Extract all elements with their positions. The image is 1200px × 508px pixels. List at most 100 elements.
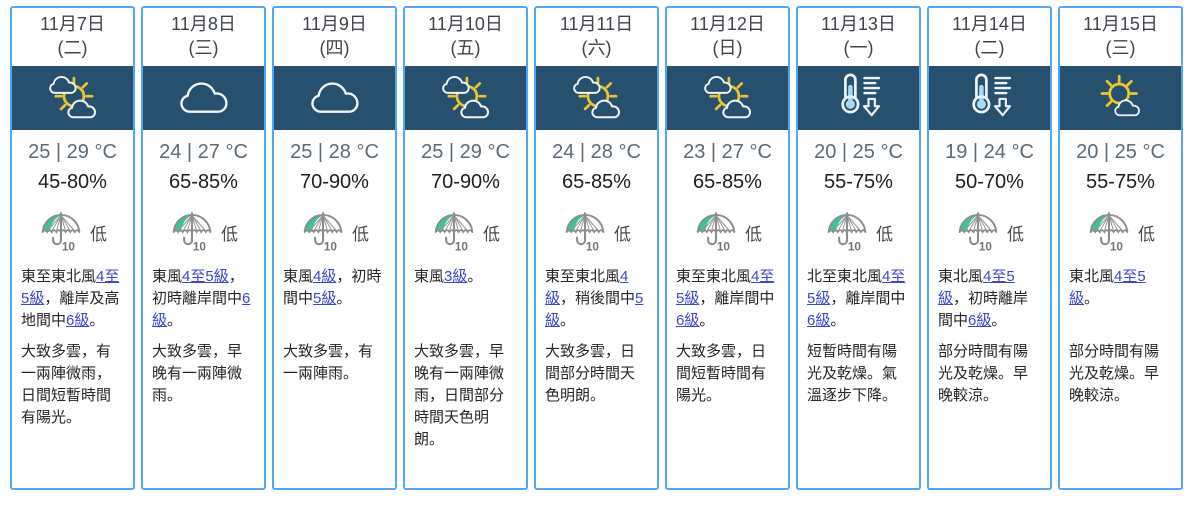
umbrella-psr-icon <box>1086 211 1132 253</box>
weather-icon-band <box>667 66 788 130</box>
weather-icon-band <box>536 66 657 130</box>
weather-icon <box>44 69 102 127</box>
umbrella-psr-icon <box>824 211 870 253</box>
wind-force-link[interactable]: 6級 <box>66 312 90 329</box>
weather-icon-band <box>1060 66 1181 130</box>
date-header: 11月8日 (三) <box>143 8 264 66</box>
umbrella-psr-icon <box>562 211 608 253</box>
wind-text-segment: ，初時間中 <box>283 268 382 307</box>
forecast-day-card: 11月10日 (五) 25 | 29 °C 70-90% 低 東風3級。 大致多… <box>403 6 528 490</box>
weather-icon-band <box>798 66 919 130</box>
forecast-day-card: 11月12日 (日) 23 | 27 °C 65-85% 低 東至東北風4至5級… <box>665 6 790 490</box>
weekday-text: (二) <box>974 38 1005 58</box>
psr-level-label: 低 <box>745 224 762 244</box>
forecast-day-card: 11月13日 (一) 20 | 25 °C 55-75% 低 北至東北風4至5級… <box>796 6 921 490</box>
wind-forecast-text: 東至東北風4至5級，離岸間中 6級。 <box>676 266 780 332</box>
wind-force-link[interactable]: 6級 <box>152 290 251 329</box>
wind-forecast-text: 東風4級，初時間中5級。 <box>283 266 387 332</box>
weekday-text: (三) <box>188 38 219 58</box>
psr-row: 低 <box>12 211 133 253</box>
humidity-range: 70-90% <box>300 171 369 193</box>
temperature-range: 25 | 29 °C <box>28 141 117 163</box>
weekday-text: (日) <box>712 38 743 58</box>
wind-force-link[interactable]: 4至5級 <box>21 268 120 307</box>
umbrella-psr-icon <box>300 211 346 253</box>
wind-force-link[interactable]: 5級 <box>545 290 644 329</box>
psr-level-label: 低 <box>614 224 631 244</box>
wind-text-segment: 北至東北風 <box>807 268 883 285</box>
weather-description: 部分時間有陽光及乾燥。早晚較涼。 <box>938 343 1029 404</box>
humidity-range: 70-90% <box>431 171 500 193</box>
wind-text-segment: 東至東北風 <box>676 268 752 285</box>
humidity-range: 65-85% <box>693 171 762 193</box>
weekday-text: (三) <box>1105 38 1136 58</box>
umbrella-psr-icon <box>169 211 215 253</box>
psr-row: 低 <box>1060 211 1181 253</box>
psr-level-label: 低 <box>1007 224 1024 244</box>
weekday-text: (二) <box>57 38 88 58</box>
wind-force-link[interactable]: 4至5級 <box>807 268 906 307</box>
wind-force-link[interactable]: 4至5級 <box>938 268 1015 307</box>
weather-icon-band <box>12 66 133 130</box>
wind-text-segment: ，離岸間中 <box>830 290 906 307</box>
wind-text-segment: 。 <box>560 312 576 329</box>
forecast-day-card: 11月11日 (六) 24 | 28 °C 65-85% 低 東至東北風4級，稍… <box>534 6 659 490</box>
wind-text-segment: 東風 <box>414 268 445 285</box>
humidity-range: 55-75% <box>1086 171 1155 193</box>
umbrella-psr-icon <box>38 211 84 253</box>
psr-level-label: 低 <box>483 224 500 244</box>
wind-force-link[interactable]: 4至5級 <box>676 268 775 307</box>
date-text: 11月7日 <box>40 14 105 34</box>
wind-force-link[interactable]: 4至5級 <box>182 268 229 285</box>
wind-force-link[interactable]: 6級 <box>807 312 831 329</box>
wind-force-link[interactable]: 5級 <box>313 290 337 307</box>
wind-forecast-text: 東北風4至5級，初時離岸間中6級。 <box>938 266 1042 332</box>
wind-force-link[interactable]: 4級 <box>313 268 337 285</box>
date-header: 11月7日 (二) <box>12 8 133 66</box>
weekday-text: (四) <box>319 38 350 58</box>
wind-text-segment: 。 <box>467 268 483 285</box>
date-header: 11月9日 (四) <box>274 8 395 66</box>
weather-icon <box>699 69 757 127</box>
date-text: 11月10日 <box>428 14 503 34</box>
forecast-day-card: 11月14日 (二) 19 | 24 °C 50-70% 低 東北風4至5級，初… <box>927 6 1052 490</box>
wind-text-segment: 。 <box>336 290 352 307</box>
weather-icon-band <box>929 66 1050 130</box>
weather-icon <box>961 69 1019 127</box>
weather-icon <box>437 69 495 127</box>
weather-description: 大致多雲，有一兩陣微雨，日間短暫時間有陽光。 <box>21 343 112 426</box>
wind-force-link[interactable]: 4級 <box>545 268 629 307</box>
temperature-range: 23 | 27 °C <box>683 141 772 163</box>
weather-icon <box>1092 69 1150 127</box>
date-header: 11月14日 (二) <box>929 8 1050 66</box>
wind-force-link[interactable]: 3級 <box>444 268 468 285</box>
weather-icon <box>830 69 888 127</box>
psr-row: 低 <box>798 211 919 253</box>
date-header: 11月11日 (六) <box>536 8 657 66</box>
date-header: 11月12日 (日) <box>667 8 788 66</box>
wind-text-segment: ，初時離岸間中 <box>938 290 1029 329</box>
wind-text-segment: 東至東北風 <box>545 268 621 285</box>
weekday-text: (五) <box>450 38 481 58</box>
humidity-range: 65-85% <box>169 171 238 193</box>
wind-text-segment: 。 <box>991 312 1007 329</box>
weather-description: 大致多雲，日間部分時間天色明朗。 <box>545 343 636 404</box>
weather-icon-band <box>143 66 264 130</box>
wind-force-link[interactable]: 6級 <box>676 312 700 329</box>
date-header: 11月13日 (一) <box>798 8 919 66</box>
wind-force-link[interactable]: 6級 <box>968 312 992 329</box>
umbrella-psr-icon <box>431 211 477 253</box>
psr-level-label: 低 <box>876 224 893 244</box>
wind-text-segment: 東風 <box>283 268 314 285</box>
weather-description: 大致多雲，有一兩陣雨。 <box>283 343 374 382</box>
weather-description: 大致多雲，早晚有一兩陣微雨。 <box>152 343 243 404</box>
weather-description: 大致多雲，早晚有一兩陣微雨，日間部分時間天色明朗。 <box>414 343 505 448</box>
wind-force-link[interactable]: 4至5級 <box>1069 268 1146 307</box>
wind-text-segment: ，初時離岸間中 <box>152 268 244 307</box>
temperature-range: 24 | 28 °C <box>552 141 641 163</box>
weather-icon-band <box>405 66 526 130</box>
humidity-range: 45-80% <box>38 171 107 193</box>
psr-row: 低 <box>536 211 657 253</box>
umbrella-psr-icon <box>693 211 739 253</box>
psr-row: 低 <box>929 211 1050 253</box>
